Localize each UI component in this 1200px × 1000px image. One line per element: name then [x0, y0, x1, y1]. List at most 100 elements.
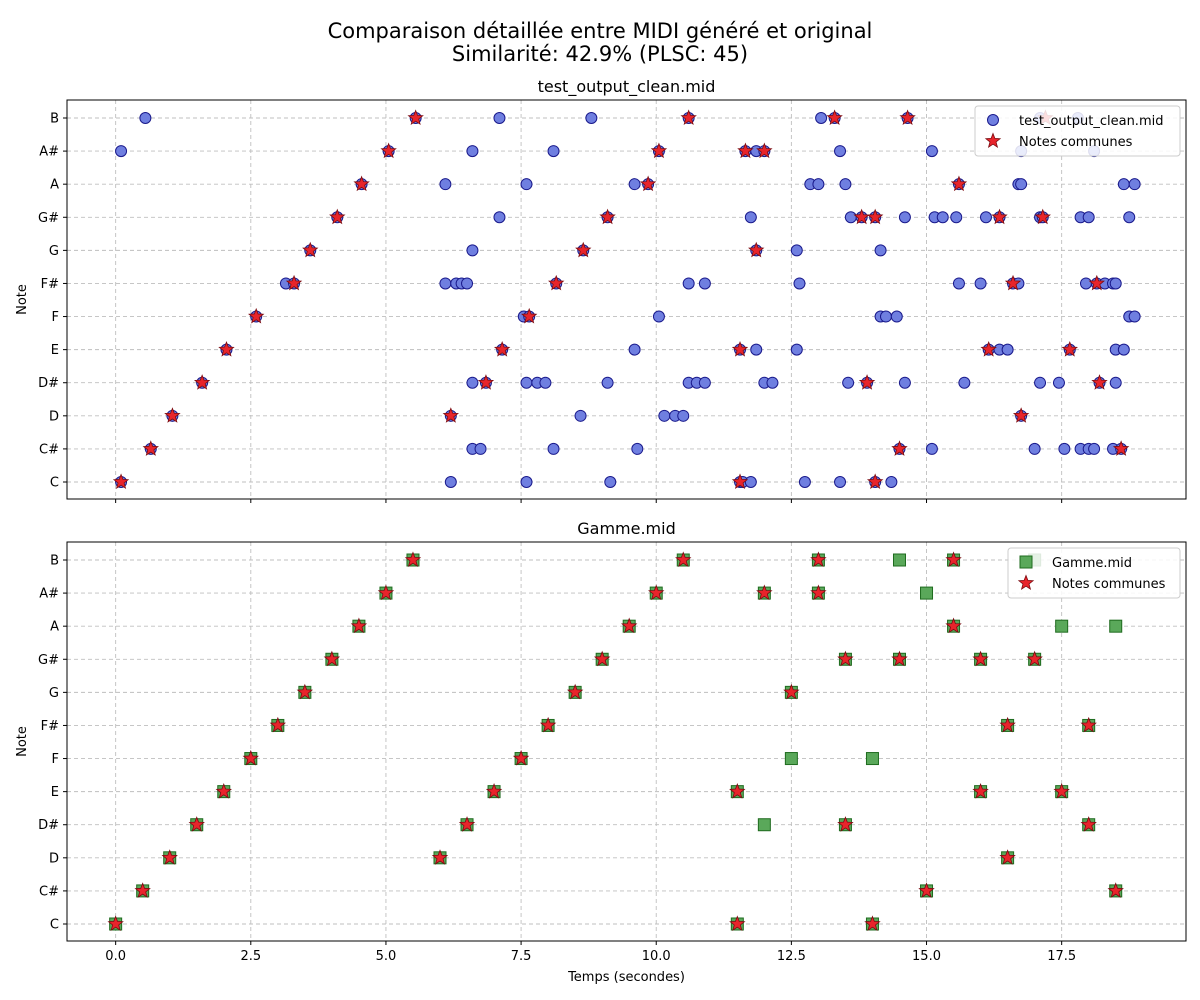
y-tick-label: F: [52, 752, 59, 767]
subplot-title: test_output_clean.mid: [538, 77, 716, 97]
series-circle-point: [844, 211, 857, 224]
series-circle-point: [750, 343, 763, 356]
subplot-title: Gamme.mid: [577, 519, 676, 538]
series-circle-point: [1128, 310, 1141, 323]
series-circle-point: [790, 244, 803, 257]
y-tick-label: C#: [39, 442, 59, 457]
series-star-point: [1026, 650, 1043, 667]
series-star-point: [407, 109, 424, 125]
series-circle-point: [444, 476, 457, 488]
x-tick-label: 7.5: [511, 949, 532, 964]
series-circle-point: [766, 376, 779, 389]
figure-title: Comparaison détaillée entre MIDI généré …: [327, 19, 873, 43]
series-star-point: [1088, 274, 1106, 291]
series-circle-point: [631, 442, 644, 455]
series-square: [109, 553, 1123, 931]
x-axis-label: Temps (secondes): [567, 970, 685, 985]
series-circle-point: [1079, 277, 1092, 290]
y-tick-label: B: [50, 554, 59, 569]
series-star-point: [112, 473, 130, 489]
series-star-point: [675, 551, 692, 567]
y-tick-label: A#: [39, 587, 59, 602]
y-tick-label: D#: [38, 376, 59, 391]
series-star-point: [296, 683, 314, 700]
series-circle-point: [547, 145, 560, 158]
series-circle-point: [815, 112, 828, 124]
series-circle-point: [1109, 277, 1122, 290]
series-circle-point: [898, 211, 911, 224]
series-circle-point: [439, 178, 452, 191]
y-axis-label: Note: [15, 726, 30, 757]
series-star-point: [329, 208, 346, 225]
legend-label: test_output_clean.mid: [1019, 114, 1163, 129]
y-tick-label: A: [50, 620, 59, 635]
series-circle-point: [898, 376, 911, 389]
series-star-point: [193, 374, 211, 390]
grid: [67, 100, 1186, 499]
y-axis-label: Note: [15, 284, 30, 315]
series-star-point: [520, 307, 538, 324]
y-tick-label: B: [50, 112, 59, 127]
series-star-point: [756, 584, 773, 601]
series-star-point: [1080, 816, 1097, 832]
series-circle-point: [466, 376, 479, 389]
series-circle-point: [1052, 376, 1065, 389]
series-circle: [115, 112, 1141, 488]
legend-marker-star-point: [984, 132, 1002, 148]
y-tick-label: C: [50, 476, 59, 491]
series-circle-point: [585, 112, 598, 124]
series-square-point: [865, 752, 879, 766]
legend: test_output_clean.mid Notes communes: [974, 105, 1181, 157]
series-circle-point: [466, 244, 479, 257]
series-circle-point: [1034, 376, 1047, 389]
x-tick-label: 0.0: [105, 949, 126, 964]
series-square-point: [920, 586, 934, 600]
series-circle-point: [439, 277, 452, 290]
x-tick-label: 10.0: [642, 949, 671, 964]
series-circle-point: [1001, 343, 1014, 356]
series-star-point: [1012, 407, 1030, 423]
series-circle-point: [520, 476, 533, 488]
series-circle-point: [658, 409, 671, 422]
series-star-point: [404, 551, 422, 567]
series-star-point: [972, 650, 989, 667]
y-tick-label: A#: [39, 145, 59, 160]
series-star-point: [485, 783, 503, 799]
series-circle-point: [677, 409, 690, 422]
series-circle-point: [744, 211, 757, 224]
series-circle-point: [950, 211, 963, 224]
series-star-point: [999, 716, 1016, 733]
series-star-point: [1091, 374, 1108, 390]
series-circle-point: [604, 476, 617, 488]
series-circle-point: [839, 178, 852, 191]
series-circle-point: [890, 310, 903, 323]
series-star-point: [161, 849, 178, 865]
series-star-point: [648, 584, 665, 601]
series-star-point: [477, 374, 495, 390]
series-star-point: [377, 584, 395, 601]
series-star-point: [302, 241, 319, 258]
series-star-point: [866, 208, 884, 225]
series-star: [112, 109, 1130, 489]
series-circle-point: [1128, 178, 1141, 191]
series-star-point: [353, 175, 370, 192]
series-star-point: [575, 241, 592, 258]
x-tick-label: 5.0: [376, 949, 397, 964]
series-star-point: [107, 915, 124, 931]
series-circle-point: [520, 178, 533, 191]
series-star-point: [164, 407, 181, 423]
series-star-point: [1061, 341, 1078, 357]
x-tick-label: 12.5: [777, 949, 806, 964]
series-star-point: [493, 341, 511, 357]
series-star-point: [442, 407, 460, 423]
series-circle-point: [1082, 211, 1095, 224]
legend-marker-circle-point: [987, 114, 999, 126]
series-circle-point: [979, 211, 992, 224]
series-circle-point: [925, 442, 938, 455]
y-tick-label: G: [49, 244, 59, 259]
series-circle-point: [1117, 343, 1130, 356]
series-circle-point: [493, 211, 506, 224]
series-star-point: [548, 274, 565, 291]
series-circle-point: [539, 376, 552, 389]
